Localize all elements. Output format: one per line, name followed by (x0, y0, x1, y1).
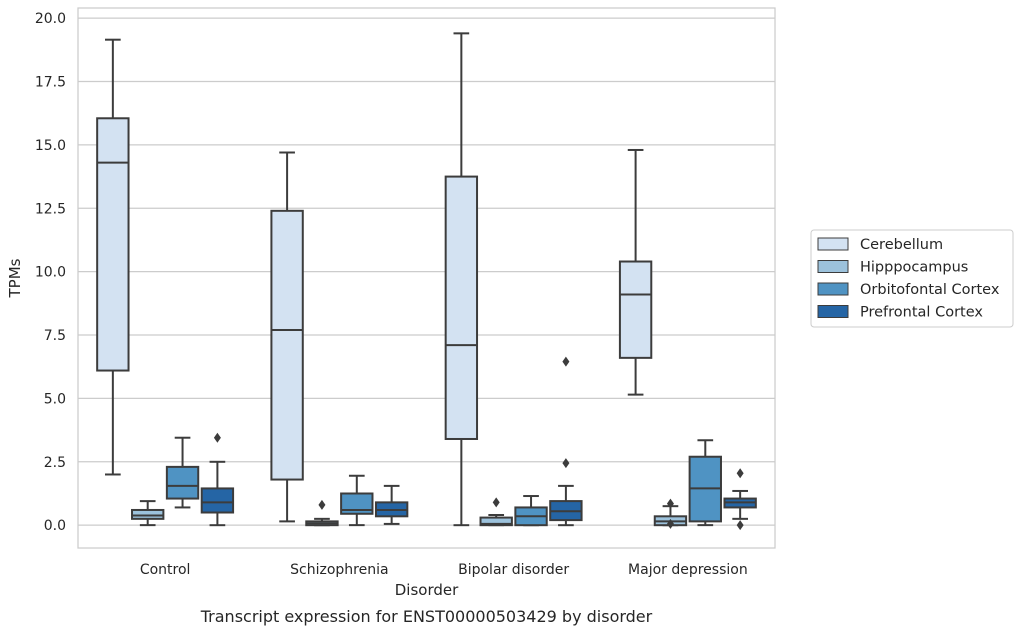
x-tick-label: Major depression (628, 562, 748, 578)
box-plot (96, 38, 130, 476)
y-tick-label: 12.5 (35, 201, 66, 217)
box-plot (549, 356, 583, 527)
x-tick-label: Schizophrenia (290, 562, 388, 578)
box-series (96, 32, 757, 531)
box-plot (618, 148, 653, 396)
legend-label: Prefrontal Cortex (860, 305, 983, 321)
legend-swatch (817, 260, 849, 273)
y-tick-label: 0.0 (44, 518, 66, 534)
y-tick-label: 15.0 (35, 138, 66, 154)
box-plot (374, 484, 409, 525)
box-plot (131, 500, 165, 527)
box-plot (688, 439, 722, 527)
outlier-point (213, 432, 221, 443)
y-tick-label: 2.5 (44, 455, 66, 471)
box-plot (514, 495, 548, 527)
box (618, 260, 653, 359)
box-plot (305, 499, 339, 527)
box (340, 492, 374, 515)
outlier-point (736, 468, 744, 479)
box (444, 175, 479, 440)
box (200, 487, 235, 514)
plot-area (78, 8, 775, 548)
box-plot (653, 498, 688, 529)
box-plot (200, 432, 235, 527)
y-tick-label: 10.0 (35, 265, 66, 281)
box (479, 516, 513, 527)
legend-label: Hipppocampus (860, 260, 968, 276)
outlier-point (666, 518, 674, 529)
x-tick-label: Bipolar disorder (458, 562, 569, 578)
y-tick-label: 20.0 (35, 11, 66, 27)
legend-swatch (817, 282, 849, 296)
legend-frame (810, 229, 1014, 328)
outlier-point (736, 520, 744, 531)
outlier-point (562, 458, 570, 469)
chart-caption: Transcript expression for ENST0000050342… (200, 607, 653, 626)
x-axis: Control Schizophrenia Bipolar disorder Majo… (140, 562, 748, 578)
box-plot (723, 468, 757, 531)
box (131, 508, 165, 520)
legend: Cerebellum Hipppocampus Orbitofontal Corte… (810, 229, 1014, 328)
legend-label: Cerebellum (860, 237, 943, 253)
outlier-point (492, 497, 500, 508)
box (165, 465, 200, 500)
y-tick-label: 17.5 (35, 75, 66, 91)
box-plot (444, 32, 479, 527)
gridlines (78, 17, 775, 526)
y-axis: 0.0 2.5 5.0 7.5 10.0 12.5 15.0 17.5 20.0 (35, 11, 66, 534)
outlier-point (318, 499, 326, 510)
outlier-point (666, 498, 674, 509)
y-tick-label: 7.5 (44, 328, 66, 344)
y-axis-title: TPMs (6, 258, 24, 298)
x-tick-label: Control (140, 562, 191, 578)
outlier-point (562, 356, 570, 367)
legend-swatch (817, 237, 849, 251)
y-tick-label: 5.0 (44, 391, 66, 407)
box-plot (270, 151, 304, 523)
box-plot (165, 436, 200, 509)
x-axis-title: Disorder (395, 581, 459, 599)
box-plot (340, 474, 374, 527)
legend-label: Orbitofontal Cortex (860, 282, 1000, 298)
legend-swatch (817, 305, 849, 318)
box (270, 209, 304, 481)
box (96, 117, 130, 372)
box-plot (479, 497, 513, 527)
plot-frame (77, 7, 776, 549)
